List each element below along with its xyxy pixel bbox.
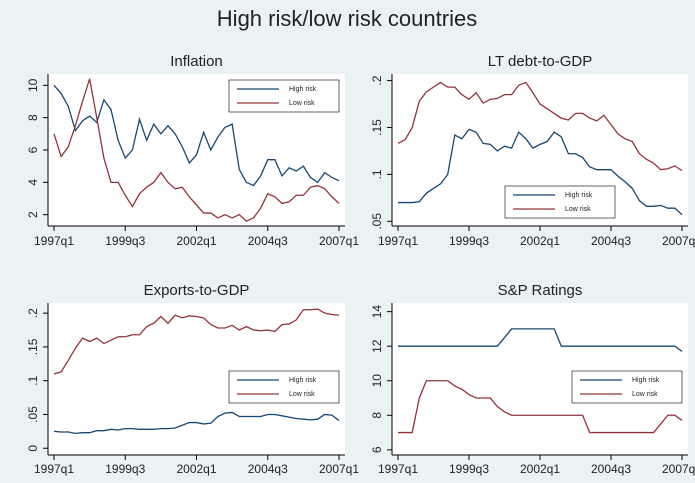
x-tick-label: 2002q1 bbox=[520, 462, 560, 476]
x-tick-label: 2007q1 bbox=[319, 234, 359, 248]
y-tick-label: .1 bbox=[26, 375, 40, 385]
x-tick-label: 2007q1 bbox=[319, 462, 359, 476]
x-tick-label: 2002q1 bbox=[176, 234, 216, 248]
x-tick-label: 1997q1 bbox=[378, 234, 418, 248]
x-tick-label: 2002q1 bbox=[520, 234, 560, 248]
series-line bbox=[397, 81, 683, 172]
x-tick-label: 2004q3 bbox=[591, 234, 631, 248]
y-tick-label: 2 bbox=[26, 211, 40, 218]
legend-label: Low risk bbox=[289, 100, 315, 107]
legend-label: High risk bbox=[565, 192, 593, 199]
y-tick-label: 6 bbox=[370, 446, 384, 453]
panel-title: Inflation bbox=[170, 53, 223, 70]
figure-title: High risk/low risk countries bbox=[217, 6, 477, 31]
panel-title: S&P Ratings bbox=[498, 282, 583, 299]
legend-label: High risk bbox=[632, 377, 660, 384]
y-tick-label: 10 bbox=[370, 374, 384, 388]
legend-label: High risk bbox=[289, 86, 317, 93]
y-tick-label: 12 bbox=[370, 339, 384, 353]
y-tick-label: .2 bbox=[370, 75, 384, 85]
y-tick-label: .05 bbox=[26, 406, 40, 423]
series-line bbox=[53, 84, 340, 187]
y-tick-label: 8 bbox=[26, 114, 40, 121]
x-tick-label: 2004q3 bbox=[248, 234, 288, 248]
x-tick-label: 1999q3 bbox=[105, 234, 145, 248]
y-tick-label: 0 bbox=[26, 445, 40, 452]
y-tick-label: 8 bbox=[370, 412, 384, 419]
series-line bbox=[398, 380, 683, 434]
panel-title: Exports-to-GDP bbox=[144, 282, 250, 299]
panel-title: LT debt-to-GDP bbox=[488, 53, 593, 70]
y-tick-label: 6 bbox=[26, 146, 40, 153]
x-tick-label: 1999q3 bbox=[449, 462, 489, 476]
legend-box bbox=[228, 79, 340, 113]
legend-box bbox=[228, 370, 340, 404]
x-tick-label: 2002q1 bbox=[176, 462, 216, 476]
series-line bbox=[53, 411, 340, 435]
x-tick-label: 1997q1 bbox=[378, 462, 418, 476]
x-tick-label: 2007q1 bbox=[662, 462, 695, 476]
legend-box bbox=[504, 185, 616, 219]
y-tick-label: .15 bbox=[26, 338, 40, 355]
x-tick-label: 2004q3 bbox=[591, 462, 631, 476]
legend-label: Low risk bbox=[289, 391, 315, 398]
series-line bbox=[398, 328, 683, 352]
y-tick-label: 10 bbox=[26, 78, 40, 92]
x-tick-label: 1997q1 bbox=[34, 462, 74, 476]
y-tick-label: .1 bbox=[370, 169, 384, 179]
y-tick-label: 4 bbox=[26, 179, 40, 186]
x-tick-label: 1997q1 bbox=[34, 234, 74, 248]
series-line bbox=[398, 128, 683, 216]
x-tick-label: 1999q3 bbox=[449, 234, 489, 248]
x-tick-label: 2004q3 bbox=[248, 462, 288, 476]
x-tick-label: 2007q1 bbox=[662, 234, 695, 248]
series-line bbox=[53, 78, 340, 222]
legend-box bbox=[571, 370, 683, 404]
series-line bbox=[53, 308, 340, 375]
y-tick-label: .2 bbox=[26, 308, 40, 318]
legend-label: Low risk bbox=[632, 391, 658, 398]
y-tick-label: .05 bbox=[370, 213, 384, 230]
x-tick-label: 1999q3 bbox=[105, 462, 145, 476]
legend-label: High risk bbox=[289, 377, 317, 384]
legend-label: Low risk bbox=[565, 206, 591, 213]
y-tick-label: .15 bbox=[370, 119, 384, 136]
y-tick-label: 14 bbox=[370, 305, 384, 319]
